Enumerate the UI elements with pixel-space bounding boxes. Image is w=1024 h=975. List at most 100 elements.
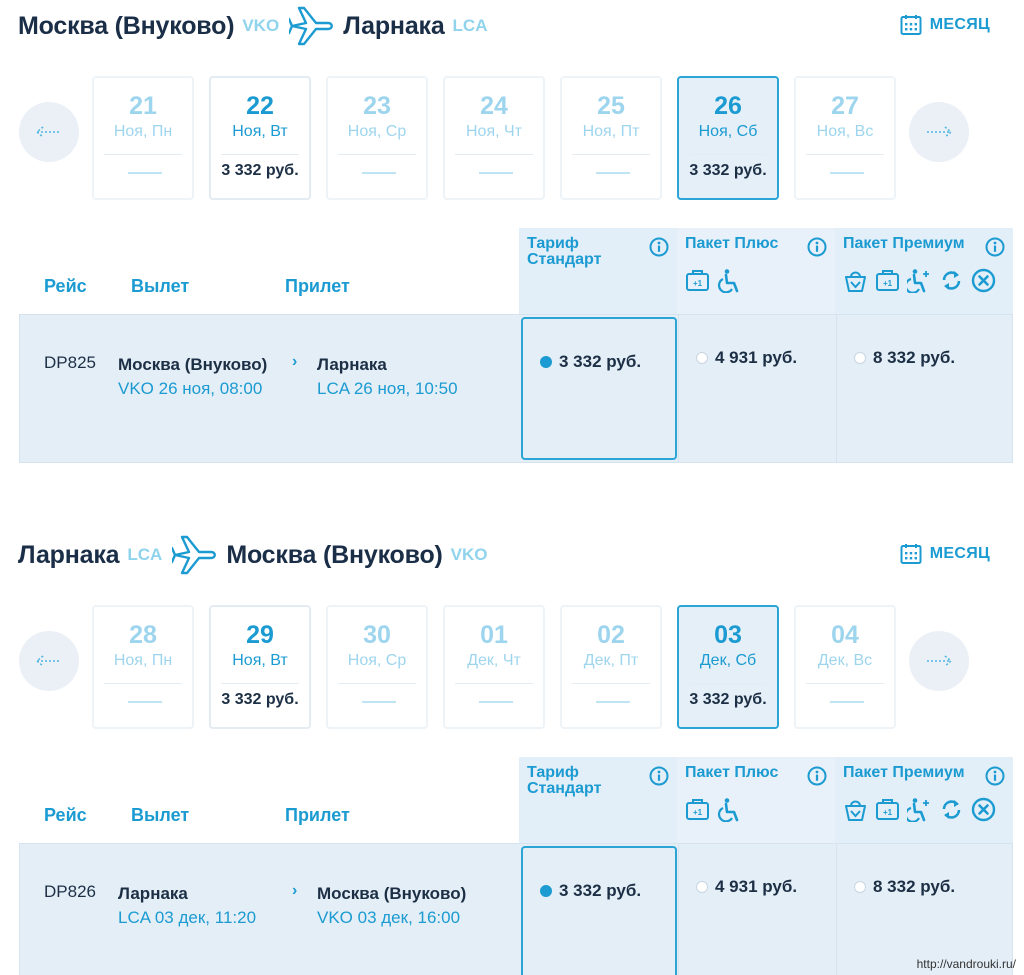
date-card[interactable]: 27 Ноя, Вс (794, 76, 896, 200)
no-price-dash (362, 172, 396, 174)
next-dates-button[interactable] (909, 631, 969, 691)
date-divider (221, 154, 299, 155)
date-card[interactable]: 24 Ноя, Чт (443, 76, 545, 200)
column-header-departure: Вылет (131, 276, 190, 296)
fare-header-standard: Тариф Стандарт (519, 757, 677, 845)
date-strip: 28 Ноя, Пн 29 Ноя, Вт 3 332 руб. 30 Ноя, Ср … (92, 605, 896, 729)
arrival-time: LCA 26 ноя, 10:50 (317, 379, 458, 398)
month-view-button[interactable]: МЕСЯЦ (900, 543, 990, 565)
next-dates-button[interactable] (909, 102, 969, 162)
info-icon[interactable] (985, 766, 1005, 786)
arrival-city: Москва (Внуково) (317, 884, 467, 903)
watermark: http://vandrouki.ru/ (916, 957, 1016, 971)
date-price: 3 332 руб. (221, 162, 299, 179)
route-to-city: Ларнака (343, 11, 445, 40)
no-price-dash (128, 701, 162, 703)
fare-header-premium: Пакет Премиум (835, 228, 1013, 316)
date-divider (455, 683, 533, 684)
radio-unselected[interactable] (696, 881, 708, 893)
info-icon[interactable] (985, 237, 1005, 257)
fare-option-plus[interactable]: 4 931 руб. (678, 315, 836, 462)
arrival-info: Ларнака LCA 26 ноя, 10:50 (317, 353, 517, 401)
info-icon[interactable] (649, 237, 669, 257)
arrival-city: Ларнака (317, 355, 387, 374)
fare-option-premium[interactable]: 8 332 руб. (836, 844, 1012, 975)
fare-header-plus: Пакет Плюс (677, 228, 835, 316)
date-divider (338, 683, 416, 684)
bag-icon (843, 797, 868, 822)
wheelchair-icon (717, 268, 742, 293)
date-card[interactable]: 01 Дек, Чт (443, 605, 545, 729)
month-view-button[interactable]: МЕСЯЦ (900, 14, 990, 36)
month-view-label: МЕСЯЦ (929, 16, 990, 33)
info-icon[interactable] (807, 237, 827, 257)
date-number: 28 (129, 621, 157, 649)
date-number: 23 (363, 92, 391, 120)
fare-price: 8 332 руб. (873, 877, 956, 896)
radio-unselected[interactable] (696, 352, 708, 364)
priority-passenger-icon (907, 268, 932, 293)
date-number: 27 (831, 92, 859, 120)
route-to-code: LCA (452, 16, 488, 35)
fare-title: Пакет Премиум (843, 764, 965, 781)
date-weekday: Ноя, Пт (582, 123, 640, 140)
date-number: 03 (714, 621, 742, 649)
info-icon[interactable] (807, 766, 827, 786)
baggage-plus-one-icon (875, 268, 900, 293)
arrow-right-icon (925, 125, 953, 139)
fare-title: Пакет Премиум (843, 235, 965, 252)
arrow-left-icon (35, 125, 63, 139)
wheelchair-icon (717, 797, 742, 822)
departure-city: Москва (Внуково) (118, 355, 268, 374)
date-number: 04 (831, 621, 859, 649)
date-weekday: Дек, Вс (817, 652, 873, 669)
arrival-info: Москва (Внуково) VKO 03 дек, 16:00 (317, 882, 517, 930)
no-price-dash (479, 701, 513, 703)
date-card[interactable]: 28 Ноя, Пн (92, 605, 194, 729)
fare-option-premium[interactable]: 8 332 руб. (836, 315, 1012, 462)
route-from-code: LCA (127, 545, 163, 564)
date-card-selected[interactable]: 26 Ноя, Сб 3 332 руб. (677, 76, 779, 200)
date-weekday: Дек, Сб (699, 652, 757, 669)
fare-option-plus[interactable]: 4 931 руб. (678, 844, 836, 975)
flight-number: DP825 (44, 353, 96, 372)
date-card-selected[interactable]: 03 Дек, Сб 3 332 руб. (677, 605, 779, 729)
date-card[interactable]: 30 Ноя, Ср (326, 605, 428, 729)
no-price-dash (128, 172, 162, 174)
date-weekday: Ноя, Вт (232, 652, 288, 669)
date-card[interactable]: 02 Дек, Пт (560, 605, 662, 729)
column-header-flight: Рейс (44, 805, 87, 825)
no-price-dash (596, 172, 630, 174)
info-icon[interactable] (649, 766, 669, 786)
fare-header-premium: Пакет Премиум (835, 757, 1013, 845)
date-card[interactable]: 21 Ноя, Пн (92, 76, 194, 200)
date-weekday: Ноя, Пн (113, 652, 173, 669)
departure-time: VKO 26 ноя, 08:00 (118, 379, 263, 398)
fare-option-standard[interactable]: 3 332 руб. (521, 846, 677, 975)
fare-features (843, 268, 996, 293)
date-weekday: Ноя, Вт (232, 123, 288, 140)
radio-unselected[interactable] (854, 352, 866, 364)
prev-dates-button[interactable] (19, 102, 79, 162)
date-card[interactable]: 23 Ноя, Ср (326, 76, 428, 200)
radio-selected[interactable] (540, 885, 552, 897)
radio-unselected[interactable] (854, 881, 866, 893)
date-number: 26 (714, 92, 742, 120)
date-card[interactable]: 22 Ноя, Вт 3 332 руб. (209, 76, 311, 200)
fare-option-standard[interactable]: 3 332 руб. (521, 317, 677, 460)
date-weekday: Ноя, Пн (113, 123, 173, 140)
baggage-plus-one-icon (685, 268, 710, 293)
date-card[interactable]: 25 Ноя, Пт (560, 76, 662, 200)
radio-selected[interactable] (540, 356, 552, 368)
date-weekday: Ноя, Ср (347, 123, 407, 140)
date-card[interactable]: 29 Ноя, Вт 3 332 руб. (209, 605, 311, 729)
prev-dates-button[interactable] (19, 631, 79, 691)
date-price: 3 332 руб. (689, 691, 767, 708)
date-card[interactable]: 04 Дек, Вс (794, 605, 896, 729)
date-divider (455, 154, 533, 155)
arrow-left-icon (35, 654, 63, 668)
date-number: 29 (246, 621, 274, 649)
chevron-right-icon: › (292, 882, 298, 899)
fare-header-plus: Пакет Плюс (677, 757, 835, 845)
fare-header-standard: Тариф Стандарт (519, 228, 677, 316)
